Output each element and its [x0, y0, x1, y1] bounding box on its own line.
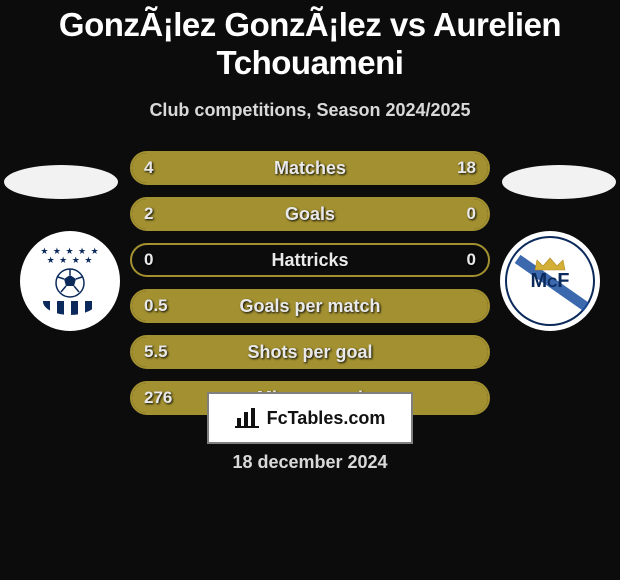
stat-row: 418Matches: [130, 151, 490, 185]
real-madrid-crest-icon: MCF: [505, 236, 595, 326]
stat-fill-left: [132, 199, 488, 229]
stat-value-left: 4: [144, 151, 153, 185]
stat-track: [130, 243, 490, 277]
stat-row: 0.5Goals per match: [130, 289, 490, 323]
club-crest-right: MCF: [500, 231, 600, 331]
stat-value-left: 0: [144, 243, 153, 277]
stat-value-right: 0: [467, 243, 476, 277]
soccer-ball-icon: [55, 268, 85, 298]
stat-row: 00Hattricks: [130, 243, 490, 277]
stat-value-left: 2: [144, 197, 153, 231]
stat-fill-left: [132, 153, 196, 183]
player-photo-left-placeholder: [4, 165, 118, 199]
stat-value-left: 276: [144, 381, 172, 415]
date-label: 18 december 2024: [0, 452, 620, 473]
stat-fill-right: [196, 153, 488, 183]
source-label: FcTables.com: [267, 408, 386, 429]
stat-value-left: 5.5: [144, 335, 168, 369]
stat-fill-left: [132, 291, 488, 321]
stat-track: [130, 335, 490, 369]
subtitle: Club competitions, Season 2024/2025: [0, 100, 620, 121]
club-crest-left: ★ ★ ★ ★ ★★ ★ ★ ★: [20, 231, 120, 331]
stat-row: 20Goals: [130, 197, 490, 231]
stat-track: [130, 289, 490, 323]
stat-track: [130, 151, 490, 185]
crown-icon: [533, 256, 567, 272]
bar-chart-icon: [235, 408, 259, 428]
player-photo-right-placeholder: [502, 165, 616, 199]
source-badge: FcTables.com: [207, 392, 413, 444]
page-title: GonzÃ¡lez GonzÃ¡lez vs Aurelien Tchouame…: [0, 0, 620, 82]
stat-value-right: 0: [467, 197, 476, 231]
stat-row: 5.5Shots per goal: [130, 335, 490, 369]
stat-value-right: 18: [457, 151, 476, 185]
stat-value-left: 0.5: [144, 289, 168, 323]
stat-track: [130, 197, 490, 231]
pachuca-crest-icon: ★ ★ ★ ★ ★★ ★ ★ ★: [26, 237, 114, 325]
stat-fill-left: [132, 337, 488, 367]
stat-bars: 418Matches20Goals00Hattricks0.5Goals per…: [130, 151, 490, 427]
